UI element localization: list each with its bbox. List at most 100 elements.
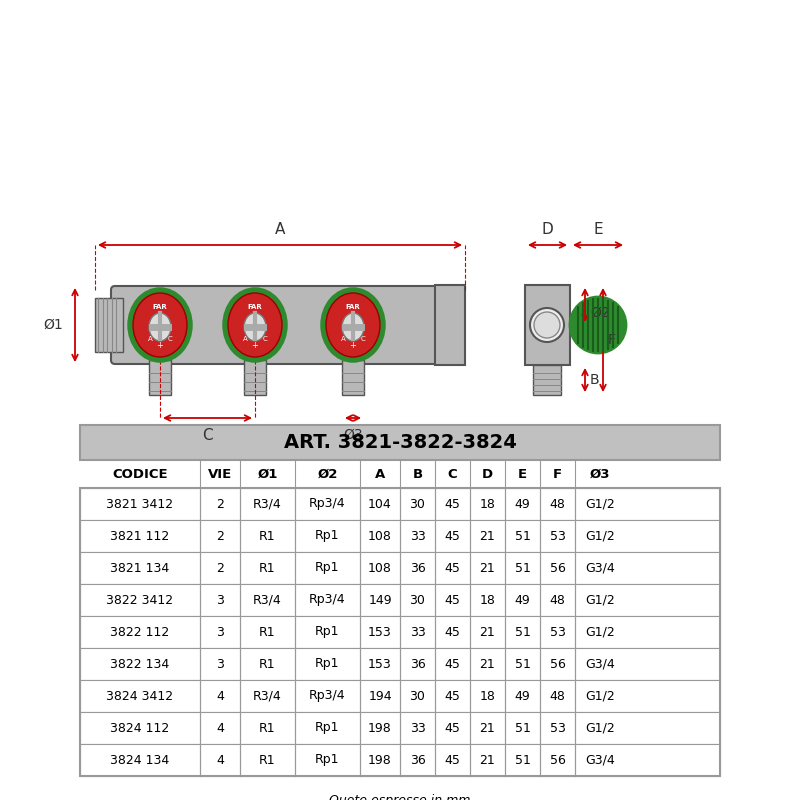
Text: 56: 56 bbox=[550, 658, 566, 670]
Text: FAR: FAR bbox=[153, 304, 167, 310]
Text: +: + bbox=[251, 342, 258, 350]
Text: 18: 18 bbox=[479, 690, 495, 702]
Text: 3821 112: 3821 112 bbox=[110, 530, 170, 542]
Text: C: C bbox=[168, 336, 172, 342]
Text: A: A bbox=[148, 336, 152, 342]
FancyBboxPatch shape bbox=[111, 286, 439, 364]
Text: 194: 194 bbox=[368, 690, 392, 702]
Text: Ø3: Ø3 bbox=[590, 467, 610, 481]
Text: 56: 56 bbox=[550, 562, 566, 574]
Text: Quote espresse in mm: Quote espresse in mm bbox=[330, 794, 470, 800]
Text: 45: 45 bbox=[445, 754, 461, 766]
Text: 4: 4 bbox=[216, 690, 224, 702]
Text: 53: 53 bbox=[550, 722, 566, 734]
Text: 53: 53 bbox=[550, 626, 566, 638]
Text: 198: 198 bbox=[368, 722, 392, 734]
Text: 45: 45 bbox=[445, 530, 461, 542]
Bar bbox=[95, 298, 123, 352]
Text: 3822 134: 3822 134 bbox=[110, 658, 170, 670]
Text: VIE: VIE bbox=[208, 467, 232, 481]
Bar bbox=[80, 616, 720, 648]
Text: 45: 45 bbox=[445, 626, 461, 638]
Text: R3/4: R3/4 bbox=[253, 594, 282, 606]
Text: 2: 2 bbox=[216, 562, 224, 574]
Text: 56: 56 bbox=[550, 754, 566, 766]
Text: 33: 33 bbox=[410, 722, 426, 734]
Text: 51: 51 bbox=[514, 722, 530, 734]
Text: Rp1: Rp1 bbox=[315, 722, 340, 734]
Text: R1: R1 bbox=[259, 722, 276, 734]
Text: 30: 30 bbox=[410, 498, 426, 510]
Circle shape bbox=[530, 308, 564, 342]
Text: E: E bbox=[518, 467, 527, 481]
Text: Rp1: Rp1 bbox=[315, 658, 340, 670]
Text: G1/2: G1/2 bbox=[585, 626, 615, 638]
Text: 53: 53 bbox=[550, 530, 566, 542]
Text: Ø1: Ø1 bbox=[258, 467, 278, 481]
Text: R1: R1 bbox=[259, 658, 276, 670]
Text: 51: 51 bbox=[514, 530, 530, 542]
Text: 198: 198 bbox=[368, 754, 392, 766]
Ellipse shape bbox=[322, 289, 384, 361]
Text: 21: 21 bbox=[480, 562, 495, 574]
Text: CODICE: CODICE bbox=[112, 467, 168, 481]
Text: 3822 3412: 3822 3412 bbox=[106, 594, 174, 606]
Text: G3/4: G3/4 bbox=[585, 754, 615, 766]
Text: R3/4: R3/4 bbox=[253, 690, 282, 702]
Text: 21: 21 bbox=[480, 626, 495, 638]
Text: E: E bbox=[593, 222, 603, 237]
Text: 51: 51 bbox=[514, 658, 530, 670]
Text: +: + bbox=[350, 342, 357, 350]
Text: 48: 48 bbox=[550, 690, 566, 702]
Text: G1/2: G1/2 bbox=[585, 530, 615, 542]
Text: 21: 21 bbox=[480, 754, 495, 766]
Bar bbox=[80, 584, 720, 616]
Text: FAR: FAR bbox=[346, 304, 360, 310]
Text: Rp1: Rp1 bbox=[315, 562, 340, 574]
Text: Rp3/4: Rp3/4 bbox=[309, 594, 346, 606]
Text: R1: R1 bbox=[259, 626, 276, 638]
Text: 21: 21 bbox=[480, 722, 495, 734]
Bar bbox=[80, 648, 720, 680]
Text: 3824 134: 3824 134 bbox=[110, 754, 170, 766]
Text: R3/4: R3/4 bbox=[253, 498, 282, 510]
Text: 3: 3 bbox=[216, 626, 224, 638]
Text: F: F bbox=[553, 467, 562, 481]
Text: 4: 4 bbox=[216, 722, 224, 734]
Text: 33: 33 bbox=[410, 626, 426, 638]
Text: G1/2: G1/2 bbox=[585, 498, 615, 510]
Text: Ø2: Ø2 bbox=[318, 467, 338, 481]
Text: 51: 51 bbox=[514, 626, 530, 638]
Text: 45: 45 bbox=[445, 594, 461, 606]
Text: 18: 18 bbox=[479, 594, 495, 606]
Text: Rp3/4: Rp3/4 bbox=[309, 498, 346, 510]
Bar bbox=[80, 520, 720, 552]
Bar bbox=[80, 680, 720, 712]
Text: C: C bbox=[361, 336, 366, 342]
Text: 3824 112: 3824 112 bbox=[110, 722, 170, 734]
Ellipse shape bbox=[224, 289, 286, 361]
Text: B: B bbox=[413, 467, 422, 481]
Ellipse shape bbox=[342, 313, 364, 341]
Ellipse shape bbox=[149, 313, 171, 341]
Text: ART. 3821-3822-3824: ART. 3821-3822-3824 bbox=[283, 433, 517, 452]
Text: Ø3: Ø3 bbox=[343, 428, 363, 442]
Text: 3: 3 bbox=[216, 658, 224, 670]
Text: Rp1: Rp1 bbox=[315, 530, 340, 542]
Text: 2: 2 bbox=[216, 530, 224, 542]
Text: 4: 4 bbox=[216, 754, 224, 766]
Text: 3824 3412: 3824 3412 bbox=[106, 690, 174, 702]
Text: R1: R1 bbox=[259, 530, 276, 542]
Text: 30: 30 bbox=[410, 594, 426, 606]
Bar bbox=[80, 712, 720, 744]
Text: 51: 51 bbox=[514, 754, 530, 766]
Text: FAR: FAR bbox=[248, 304, 262, 310]
Text: C: C bbox=[448, 467, 458, 481]
Text: 108: 108 bbox=[368, 562, 392, 574]
Bar bbox=[80, 744, 720, 776]
Text: C: C bbox=[202, 428, 213, 443]
Text: 30: 30 bbox=[410, 690, 426, 702]
Text: G1/2: G1/2 bbox=[585, 722, 615, 734]
Bar bbox=[342, 360, 364, 395]
Text: A: A bbox=[242, 336, 247, 342]
